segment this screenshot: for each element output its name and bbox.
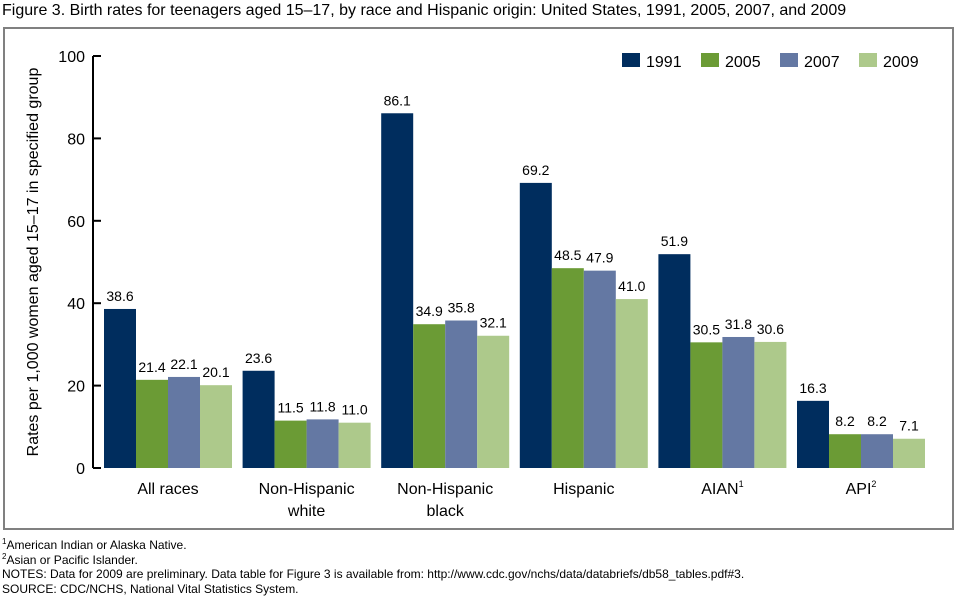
footnote-2-text: Asian or Pacific Islander. — [6, 553, 138, 567]
data-label: 11.0 — [341, 402, 367, 418]
bar-2007 — [445, 320, 478, 468]
bar-1991 — [658, 254, 691, 468]
bar-1991 — [242, 370, 275, 468]
x-tick-label: AIAN1 — [701, 479, 743, 498]
bar-2007 — [722, 336, 755, 468]
footnote-2-marker: 2 — [2, 552, 7, 561]
legend-swatch-2009 — [859, 53, 877, 67]
bar-2007 — [583, 270, 616, 468]
bar-2005 — [413, 324, 446, 468]
bar-1991 — [519, 182, 552, 468]
data-label: 38.6 — [106, 288, 133, 304]
bar-2009 — [338, 422, 371, 468]
y-tick-label: 80 — [67, 131, 85, 148]
x-tick-label: black — [427, 503, 465, 520]
data-label: 21.4 — [138, 359, 165, 375]
data-label: 69.2 — [522, 162, 549, 178]
y-tick-label: 100 — [58, 49, 85, 66]
x-tick-label: white — [287, 503, 325, 520]
data-label: 86.1 — [384, 92, 411, 108]
chart-title: Figure 3. Birth rates for teenagers aged… — [2, 2, 847, 19]
data-label: 35.8 — [448, 300, 475, 316]
y-tick-label: 60 — [67, 214, 85, 231]
bar-2009 — [615, 299, 648, 468]
bar-2009 — [754, 341, 787, 468]
data-label: 32.1 — [480, 315, 507, 331]
x-tick-label: API2 — [846, 479, 877, 498]
bar-2005 — [829, 434, 861, 468]
data-label: 20.1 — [202, 364, 229, 380]
data-label: 41.0 — [618, 278, 645, 294]
bar-2005 — [551, 268, 584, 468]
bar-2009 — [893, 438, 925, 468]
y-tick-label: 0 — [76, 461, 85, 478]
y-tick-label: 20 — [67, 379, 85, 396]
data-label: 30.5 — [693, 321, 720, 337]
bar-1991 — [381, 113, 414, 468]
data-label: 31.8 — [725, 316, 752, 332]
bar-2009 — [477, 335, 510, 468]
x-tick-label: Non-Hispanic — [397, 481, 493, 498]
bar-chart: 0 20 40 60 80 100 Rates per 1,000 women aged 1… — [25, 49, 925, 520]
legend-swatch-2005 — [701, 53, 719, 67]
legend-label: 1991 — [646, 54, 682, 71]
legend-swatch-2007 — [780, 53, 798, 67]
data-label: 11.5 — [277, 400, 303, 416]
data-label: 23.6 — [245, 350, 272, 366]
footnote-1: 1American Indian or Alaska Native. — [2, 537, 187, 552]
legend-label: 2005 — [725, 54, 761, 71]
legend-label: 2009 — [883, 54, 919, 71]
data-label: 7.1 — [899, 418, 919, 434]
footnote-1-marker: 1 — [2, 537, 7, 546]
data-label: 34.9 — [416, 303, 443, 319]
y-tick-label: 40 — [67, 296, 85, 313]
bar-2007 — [861, 434, 893, 468]
bar-1991 — [797, 400, 829, 468]
data-label: 8.2 — [867, 413, 887, 429]
data-label: 8.2 — [835, 413, 855, 429]
bar-2007 — [168, 376, 200, 468]
bar-2007 — [306, 419, 339, 468]
legend-swatch-1991 — [622, 53, 640, 67]
x-tick-label: Hispanic — [553, 481, 614, 498]
footnote-2: 2Asian or Pacific Islander. — [2, 552, 138, 567]
source-text: SOURCE: CDC/NCHS, National Vital Statist… — [2, 582, 299, 596]
bar-1991 — [104, 308, 136, 468]
bar-2009 — [200, 385, 232, 468]
data-label: 16.3 — [799, 380, 826, 396]
data-label: 47.9 — [586, 250, 613, 266]
bar-2005 — [136, 379, 168, 468]
bar-2005 — [690, 342, 723, 468]
data-label: 22.1 — [170, 356, 197, 372]
x-tick-label: Non-Hispanic — [259, 481, 355, 498]
data-label: 30.6 — [757, 321, 784, 337]
legend-label: 2007 — [804, 54, 840, 71]
footnote-1-text: American Indian or Alaska Native. — [6, 538, 187, 552]
bar-2005 — [274, 420, 307, 468]
chart-frame — [3, 27, 954, 530]
x-tick-label: All races — [137, 481, 198, 498]
data-label: 11.8 — [309, 398, 335, 414]
data-label: 51.9 — [661, 233, 688, 249]
notes-text: NOTES: Data for 2009 are preliminary. Da… — [2, 567, 745, 581]
data-label: 48.5 — [554, 247, 581, 263]
y-axis-label: Rates per 1,000 women aged 15–17 in spec… — [25, 68, 42, 457]
